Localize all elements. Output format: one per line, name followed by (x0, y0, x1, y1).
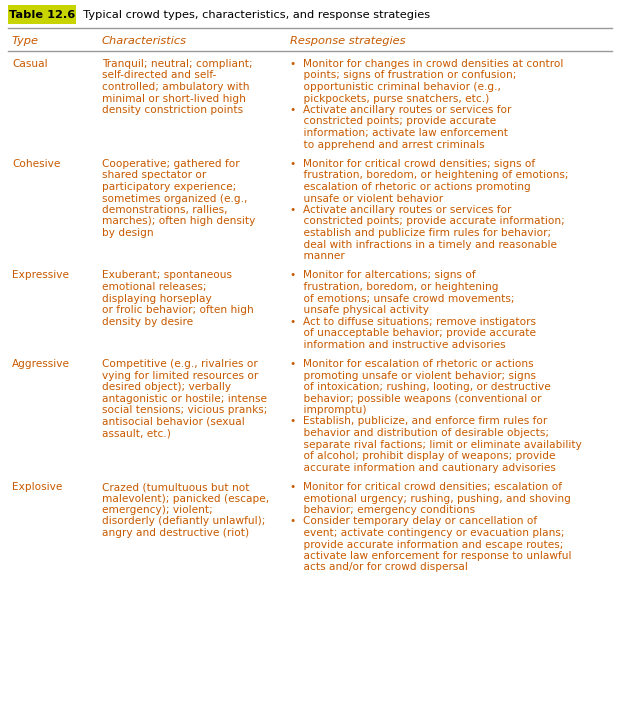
Text: Cohesive: Cohesive (12, 159, 60, 169)
Text: of intoxication; rushing, looting, or destructive: of intoxication; rushing, looting, or de… (290, 382, 551, 392)
Text: angry and destructive (riot): angry and destructive (riot) (102, 528, 249, 538)
Text: frustration, boredom, or heightening: frustration, boredom, or heightening (290, 282, 498, 292)
Text: activate law enforcement for response to unlawful: activate law enforcement for response to… (290, 551, 572, 561)
Text: vying for limited resources or: vying for limited resources or (102, 370, 259, 381)
Text: or frolic behavior; often high: or frolic behavior; often high (102, 305, 254, 315)
Text: emotional releases;: emotional releases; (102, 282, 206, 292)
Text: Response strategies: Response strategies (290, 36, 405, 46)
Text: Crazed (tumultuous but not: Crazed (tumultuous but not (102, 482, 249, 492)
Text: density constriction points: density constriction points (102, 105, 243, 115)
Text: controlled; ambulatory with: controlled; ambulatory with (102, 82, 249, 92)
Text: Expressive: Expressive (12, 270, 69, 281)
Text: Exuberant; spontaneous: Exuberant; spontaneous (102, 270, 232, 281)
Text: manner: manner (290, 251, 345, 261)
Text: displaying horseplay: displaying horseplay (102, 294, 212, 304)
Text: Casual: Casual (12, 59, 48, 69)
Text: Type: Type (12, 36, 39, 46)
Text: sometimes organized (e.g.,: sometimes organized (e.g., (102, 194, 247, 204)
Text: emergency); violent;: emergency); violent; (102, 505, 213, 515)
Text: unsafe or violent behavior: unsafe or violent behavior (290, 194, 443, 204)
Text: Competitive (e.g., rivalries or: Competitive (e.g., rivalries or (102, 359, 258, 369)
Text: pickpockets, purse snatchers, etc.): pickpockets, purse snatchers, etc.) (290, 94, 489, 104)
Text: participatory experience;: participatory experience; (102, 182, 236, 192)
Text: constricted points; provide accurate information;: constricted points; provide accurate inf… (290, 217, 565, 226)
Text: acts and/or for crowd dispersal: acts and/or for crowd dispersal (290, 563, 468, 573)
Text: Explosive: Explosive (12, 482, 63, 492)
Text: deal with infractions in a timely and reasonable: deal with infractions in a timely and re… (290, 239, 557, 249)
Text: Typical crowd types, characteristics, and response strategies: Typical crowd types, characteristics, an… (76, 9, 430, 20)
Text: •  Monitor for critical crowd densities; signs of: • Monitor for critical crowd densities; … (290, 159, 535, 169)
Text: assault, etc.): assault, etc.) (102, 428, 171, 438)
Text: of emotions; unsafe crowd movements;: of emotions; unsafe crowd movements; (290, 294, 515, 304)
Text: desired object); verbally: desired object); verbally (102, 382, 231, 392)
Text: Table 12.6: Table 12.6 (9, 9, 75, 20)
Text: self-directed and self-: self-directed and self- (102, 70, 216, 80)
Text: provide accurate information and escape routes;: provide accurate information and escape … (290, 539, 564, 550)
FancyBboxPatch shape (8, 5, 76, 24)
Text: to apprehend and arrest criminals: to apprehend and arrest criminals (290, 139, 485, 149)
Text: of unacceptable behavior; provide accurate: of unacceptable behavior; provide accura… (290, 328, 536, 338)
Text: escalation of rhetoric or actions promoting: escalation of rhetoric or actions promot… (290, 182, 531, 192)
Text: antisocial behavior (sexual: antisocial behavior (sexual (102, 416, 245, 426)
Text: establish and publicize firm rules for behavior;: establish and publicize firm rules for b… (290, 228, 551, 238)
Text: frustration, boredom, or heightening of emotions;: frustration, boredom, or heightening of … (290, 170, 569, 181)
Text: marches); often high density: marches); often high density (102, 217, 255, 226)
Text: Tranquil; neutral; compliant;: Tranquil; neutral; compliant; (102, 59, 252, 69)
Text: information; activate law enforcement: information; activate law enforcement (290, 128, 508, 138)
Text: points; signs of frustration or confusion;: points; signs of frustration or confusio… (290, 70, 516, 80)
Text: Cooperative; gathered for: Cooperative; gathered for (102, 159, 239, 169)
Text: •  Monitor for altercations; signs of: • Monitor for altercations; signs of (290, 270, 476, 281)
Text: event; activate contingency or evacuation plans;: event; activate contingency or evacuatio… (290, 528, 564, 538)
Text: malevolent); panicked (escape,: malevolent); panicked (escape, (102, 494, 269, 503)
Text: behavior; emergency conditions: behavior; emergency conditions (290, 505, 475, 515)
Text: unsafe physical activity: unsafe physical activity (290, 305, 429, 315)
Text: •  Activate ancillary routes or services for: • Activate ancillary routes or services … (290, 105, 512, 115)
Text: impromptu): impromptu) (290, 405, 366, 415)
Text: emotional urgency; rushing, pushing, and shoving: emotional urgency; rushing, pushing, and… (290, 494, 571, 503)
Text: promoting unsafe or violent behavior; signs: promoting unsafe or violent behavior; si… (290, 370, 536, 381)
Text: separate rival factions; limit or eliminate availability: separate rival factions; limit or elimin… (290, 439, 582, 450)
Text: behavior; possible weapons (conventional or: behavior; possible weapons (conventional… (290, 394, 541, 404)
Text: shared spectator or: shared spectator or (102, 170, 206, 181)
Text: •  Monitor for escalation of rhetoric or actions: • Monitor for escalation of rhetoric or … (290, 359, 534, 369)
Text: demonstrations, rallies,: demonstrations, rallies, (102, 205, 228, 215)
Text: •  Act to diffuse situations; remove instigators: • Act to diffuse situations; remove inst… (290, 317, 536, 326)
Text: accurate information and cautionary advisories: accurate information and cautionary advi… (290, 463, 556, 473)
Text: Characteristics: Characteristics (102, 36, 187, 46)
Text: of alcohol; prohibit display of weapons; provide: of alcohol; prohibit display of weapons;… (290, 451, 556, 461)
Text: •  Consider temporary delay or cancellation of: • Consider temporary delay or cancellati… (290, 516, 537, 526)
Text: minimal or short-lived high: minimal or short-lived high (102, 94, 246, 104)
Text: •  Monitor for changes in crowd densities at control: • Monitor for changes in crowd densities… (290, 59, 564, 69)
Text: information and instructive advisories: information and instructive advisories (290, 339, 506, 349)
Text: disorderly (defiantly unlawful);: disorderly (defiantly unlawful); (102, 516, 265, 526)
Text: constricted points; provide accurate: constricted points; provide accurate (290, 117, 496, 126)
Text: antagonistic or hostile; intense: antagonistic or hostile; intense (102, 394, 267, 404)
Text: opportunistic criminal behavior (e.g.,: opportunistic criminal behavior (e.g., (290, 82, 501, 92)
Text: •  Monitor for critical crowd densities; escalation of: • Monitor for critical crowd densities; … (290, 482, 562, 492)
Text: •  Establish, publicize, and enforce firm rules for: • Establish, publicize, and enforce firm… (290, 416, 547, 426)
Text: behavior and distribution of desirable objects;: behavior and distribution of desirable o… (290, 428, 549, 438)
Text: by design: by design (102, 228, 154, 238)
Text: density by desire: density by desire (102, 317, 193, 326)
Text: Aggressive: Aggressive (12, 359, 70, 369)
Text: •  Activate ancillary routes or services for: • Activate ancillary routes or services … (290, 205, 512, 215)
Text: social tensions; vicious pranks;: social tensions; vicious pranks; (102, 405, 267, 415)
